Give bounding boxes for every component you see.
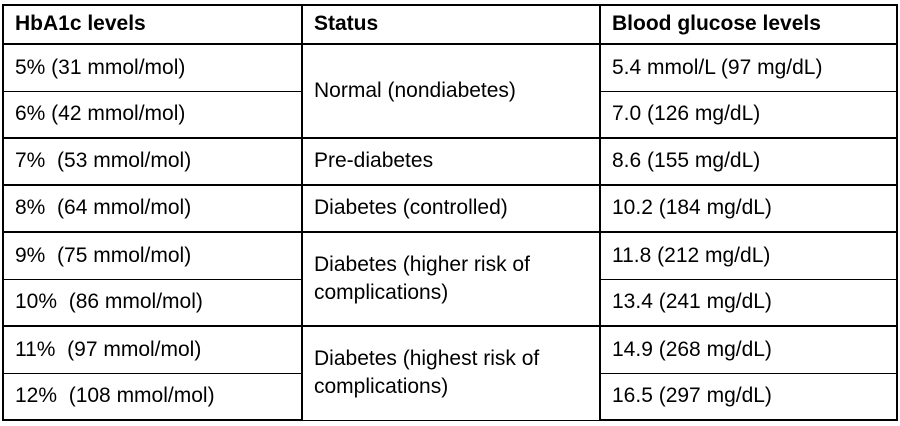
table-row: 6% (42 mmol/mol) 7.0 (126 mg/dL) bbox=[2, 90, 898, 139]
header-cell-hba1c: HbA1c levels bbox=[2, 4, 303, 45]
table-row: 11% (97 mmol/mol) Diabetes (highest risk… bbox=[2, 325, 898, 421]
header-cell-status: Status bbox=[301, 4, 601, 45]
table-row: 5% (31 mmol/mol) Normal (nondiabetes) 5.… bbox=[2, 43, 898, 139]
table-row: 8% (64 mmol/mol) Diabetes (controlled) 1… bbox=[2, 184, 898, 233]
hba1c-cell: 12% (108 mmol/mol) bbox=[2, 372, 303, 421]
status-cell: Diabetes (controlled) bbox=[301, 184, 601, 233]
hba1c-cell: 9% (75 mmol/mol) bbox=[2, 231, 303, 280]
table-row: 7% (53 mmol/mol) Pre-diabetes 8.6 (155 m… bbox=[2, 137, 898, 186]
status-cell: Normal (nondiabetes) bbox=[301, 43, 601, 139]
table-row: 9% (75 mmol/mol) Diabetes (higher risk o… bbox=[2, 231, 898, 327]
hba1c-cell: 6% (42 mmol/mol) bbox=[2, 90, 303, 139]
hba1c-cell: 11% (97 mmol/mol) bbox=[2, 325, 303, 374]
status-cell: Pre-diabetes bbox=[301, 137, 601, 186]
glucose-cell: 7.0 (126 mg/dL) bbox=[599, 90, 898, 139]
glucose-cell: 14.9 (268 mg/dL) bbox=[599, 325, 898, 374]
glucose-cell: 13.4 (241 mg/dL) bbox=[599, 278, 898, 327]
hba1c-glucose-table: HbA1c levels Status Blood glucose levels… bbox=[2, 4, 898, 421]
status-cell: Diabetes (higher risk of complications) bbox=[301, 231, 601, 327]
table-row: 12% (108 mmol/mol) 16.5 (297 mg/dL) bbox=[2, 372, 898, 421]
status-cell: Diabetes (highest risk of complications) bbox=[301, 325, 601, 421]
table-header-row: HbA1c levels Status Blood glucose levels bbox=[2, 4, 898, 45]
hba1c-cell: 8% (64 mmol/mol) bbox=[2, 184, 303, 233]
table-row: 10% (86 mmol/mol) 13.4 (241 mg/dL) bbox=[2, 278, 898, 327]
glucose-cell: 10.2 (184 mg/dL) bbox=[599, 184, 898, 233]
hba1c-cell: 10% (86 mmol/mol) bbox=[2, 278, 303, 327]
glucose-cell: 5.4 mmol/L (97 mg/dL) bbox=[599, 43, 898, 92]
header-cell-glucose: Blood glucose levels bbox=[599, 4, 898, 45]
glucose-cell: 11.8 (212 mg/dL) bbox=[599, 231, 898, 280]
glucose-cell: 8.6 (155 mg/dL) bbox=[599, 137, 898, 186]
hba1c-cell: 7% (53 mmol/mol) bbox=[2, 137, 303, 186]
hba1c-cell: 5% (31 mmol/mol) bbox=[2, 43, 303, 92]
glucose-cell: 16.5 (297 mg/dL) bbox=[599, 372, 898, 421]
